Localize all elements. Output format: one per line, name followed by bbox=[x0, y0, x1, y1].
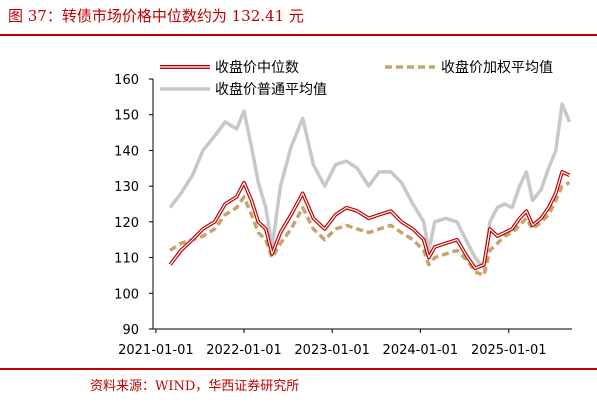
series-line-weighted-average bbox=[169, 181, 571, 278]
x-tick-label: 2022-01-01 bbox=[206, 343, 282, 358]
y-tick-label: 130 bbox=[114, 180, 139, 195]
y-tick-label: 110 bbox=[114, 252, 139, 267]
series-layer bbox=[168, 102, 572, 278]
y-tick-label: 160 bbox=[114, 73, 139, 88]
y-tick-label: 150 bbox=[114, 109, 139, 124]
y-tick-label: 90 bbox=[122, 323, 139, 338]
y-tick-label: 140 bbox=[114, 144, 139, 159]
series-line-median-inner bbox=[169, 171, 570, 269]
x-tick-label: 2021-01-01 bbox=[118, 343, 194, 358]
x-tick-label: 2024-01-01 bbox=[383, 343, 459, 358]
legend-label-simple: 收盘价普通平均值 bbox=[215, 81, 327, 98]
title-rule bbox=[0, 34, 597, 36]
series-line-simple-average bbox=[168, 102, 572, 271]
source-note: 资料来源：WIND，华西证券研究所 bbox=[90, 379, 300, 394]
y-tick-label: 100 bbox=[114, 287, 139, 302]
source-rule bbox=[0, 368, 597, 370]
x-tick-label: 2025-01-01 bbox=[471, 343, 547, 358]
figure-title: 图 37：转债市场价格中位数约为 132.41 元 bbox=[8, 7, 304, 25]
x-tick-label: 2023-01-01 bbox=[294, 343, 370, 358]
legend-label-weighted: 收盘价加权平均值 bbox=[441, 59, 553, 76]
axes: 90 100 110 120 130 140 150 160 2021-01-01 2022-01… bbox=[114, 73, 572, 358]
legend-label-median: 收盘价中位数 bbox=[215, 59, 299, 76]
y-tick-label: 120 bbox=[114, 216, 139, 231]
